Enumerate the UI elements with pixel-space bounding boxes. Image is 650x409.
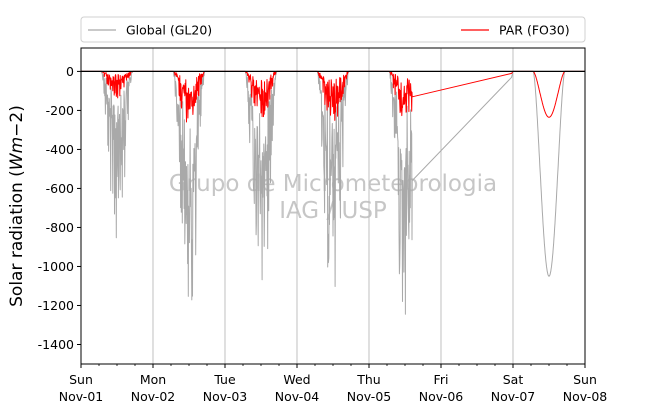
y-axis-label: Solar radiation (Wm−2) (7, 105, 27, 307)
x-tick-date: Nov-04 (275, 389, 320, 404)
x-tick-day: Fri (434, 372, 449, 387)
y-tick-label: -1000 (38, 259, 74, 274)
series-line-global (81, 70, 585, 315)
legend-label-par: PAR (FO30) (499, 23, 570, 38)
series-lines (81, 70, 585, 315)
x-tick-date: Nov-03 (203, 389, 247, 404)
x-tick-day: Thu (356, 372, 380, 387)
x-tick-day: Tue (213, 372, 236, 387)
x-tick-day: Sun (573, 372, 597, 387)
y-tick-label: -200 (46, 103, 74, 118)
x-tick-day: Sat (503, 372, 524, 387)
x-tick-date: Nov-02 (131, 389, 175, 404)
x-tick-date: Nov-01 (59, 389, 103, 404)
y-tick-label: -1200 (38, 298, 74, 313)
x-tick-day: Sun (69, 372, 93, 387)
x-tick-date: Nov-07 (491, 389, 535, 404)
legend-frame (80, 16, 586, 43)
legend: Global (GL20) PAR (FO30) (80, 16, 586, 43)
y-tick-label: -800 (46, 220, 74, 235)
x-tick-date: Nov-06 (419, 389, 464, 404)
x-tick-date: Nov-08 (563, 389, 608, 404)
y-tick-label: 0 (66, 64, 74, 79)
x-tick-day: Mon (140, 372, 166, 387)
x-tick-day: Wed (283, 372, 310, 387)
y-tick-label: -400 (46, 142, 74, 157)
legend-label-global: Global (GL20) (126, 23, 212, 38)
x-tick-date: Nov-05 (347, 389, 391, 404)
x-axis: Sun Nov-01 Mon Nov-02 Tue Nov-03 Wed Nov-04 Thu N… (59, 364, 608, 404)
y-tick-label: -1400 (38, 337, 74, 352)
y-tick-label: -600 (46, 181, 74, 196)
y-axis: 0 -200 -400 -600 -800 -1000 -1200 -1400 (38, 64, 81, 352)
gridlines (152, 48, 514, 364)
